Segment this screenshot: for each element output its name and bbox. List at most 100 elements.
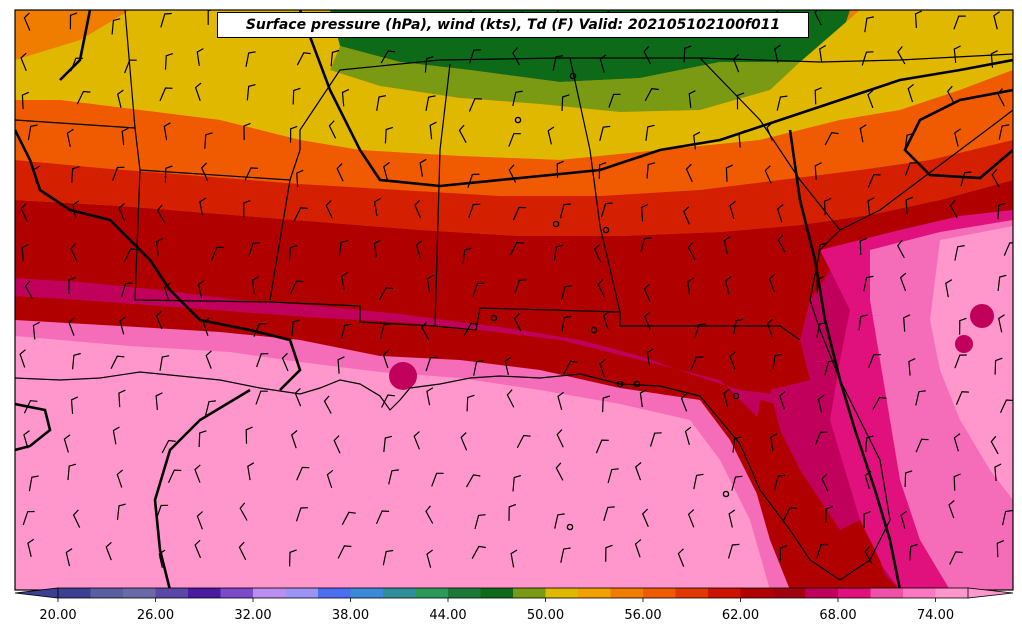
wind-barb (155, 504, 169, 519)
wind-barb (383, 435, 393, 453)
wind-barb (413, 431, 420, 450)
wind-barb (557, 391, 564, 411)
wind-barb (239, 502, 248, 521)
td-field-gulf-lightpink (15, 336, 770, 590)
isobars (15, 10, 1013, 590)
station-marker (602, 226, 610, 234)
wind-barb (553, 244, 564, 261)
coastline (15, 109, 1013, 581)
wind-barb (465, 474, 481, 488)
wind-barb (859, 237, 868, 256)
colorbar (14, 587, 1014, 602)
colorbar-tick-label: 44.00 (429, 608, 467, 623)
wind-barb (70, 57, 83, 72)
station-marker (732, 392, 740, 400)
station-marker (569, 72, 577, 80)
wind-barb (814, 10, 822, 26)
colorbar-swatch (838, 588, 871, 598)
wind-barb (729, 200, 736, 220)
wind-barb (561, 94, 570, 112)
wind-barb (640, 203, 649, 222)
colorbar-tick-label: 74.00 (916, 608, 955, 623)
wind-barb (723, 236, 731, 255)
station-marker (566, 523, 574, 531)
wind-barb (868, 354, 881, 368)
wind-barb (338, 240, 349, 257)
wind-barb (867, 89, 874, 109)
wind-barb (600, 202, 613, 218)
wind-barb (426, 387, 434, 406)
wind-barb (202, 317, 210, 337)
station-markers (490, 72, 740, 531)
td-blob-atlantic-1 (970, 304, 994, 328)
wind-barb (512, 206, 527, 221)
colorbar-swatch (58, 588, 91, 598)
wind-barb (296, 52, 311, 66)
wind-barb (431, 472, 444, 487)
wind-barb (70, 243, 78, 262)
wind-barb (816, 322, 827, 338)
wind-barb (727, 543, 740, 559)
state-border-ar-ok (124, 10, 136, 129)
colorbar-swatch (513, 588, 546, 598)
wind-barb (194, 539, 202, 559)
wind-barb (330, 49, 340, 67)
colorbar-swatch (480, 588, 514, 598)
wind-barb (27, 124, 38, 141)
wind-barb (159, 87, 173, 102)
wind-barb (687, 509, 695, 528)
colorbar-swatch (708, 588, 741, 598)
colorbar-swatch (935, 588, 969, 598)
wind-barb (116, 469, 124, 488)
wind-barb (908, 358, 916, 376)
wind-barb (607, 468, 619, 484)
wind-barb (693, 473, 704, 490)
wind-barb (296, 466, 310, 481)
wind-barb (388, 469, 399, 485)
wind-barb (953, 15, 966, 30)
isobar-2 (15, 129, 302, 391)
wind-barb (295, 507, 308, 522)
wind-barb (514, 279, 527, 294)
td-field-red (15, 140, 1013, 236)
wind-barb (194, 464, 201, 483)
colorbar-swatch (643, 588, 676, 598)
wind-barb (634, 462, 642, 481)
wind-barb (764, 165, 772, 184)
wind-barb (512, 90, 523, 107)
wind-barb (554, 513, 565, 529)
wind-barb (155, 237, 163, 256)
wind-barb (21, 91, 30, 110)
wind-barb (597, 279, 606, 298)
wind-barb (646, 348, 654, 367)
wind-barb (68, 276, 76, 294)
wind-barb (859, 124, 867, 143)
wind-barb (816, 276, 824, 294)
wind-barb (337, 356, 345, 374)
colorbar-tick-label: 38.00 (331, 608, 370, 623)
wind-barb (694, 323, 707, 338)
wind-barb (861, 51, 874, 66)
wind-barb (155, 310, 163, 330)
wind-barb (22, 510, 35, 526)
wind-barb (683, 45, 692, 63)
wind-barb (340, 272, 348, 291)
wind-barb (772, 353, 783, 370)
wind-barb (513, 313, 522, 332)
wind-barb (71, 166, 80, 183)
wind-barb (243, 200, 251, 218)
wind-barb (687, 277, 695, 296)
wind-barb (863, 275, 874, 292)
wind-barb (644, 87, 659, 102)
wind-barb (63, 434, 71, 453)
wind-barb (563, 360, 578, 374)
wind-barb (996, 540, 1005, 558)
wind-barb (289, 549, 297, 567)
wind-barb (468, 203, 481, 218)
wind-barb (547, 126, 555, 145)
wind-barb (999, 399, 1013, 413)
wind-barb (994, 463, 1002, 482)
wind-barb (560, 547, 571, 563)
wind-barb (777, 234, 786, 253)
wind-barb (469, 49, 481, 64)
